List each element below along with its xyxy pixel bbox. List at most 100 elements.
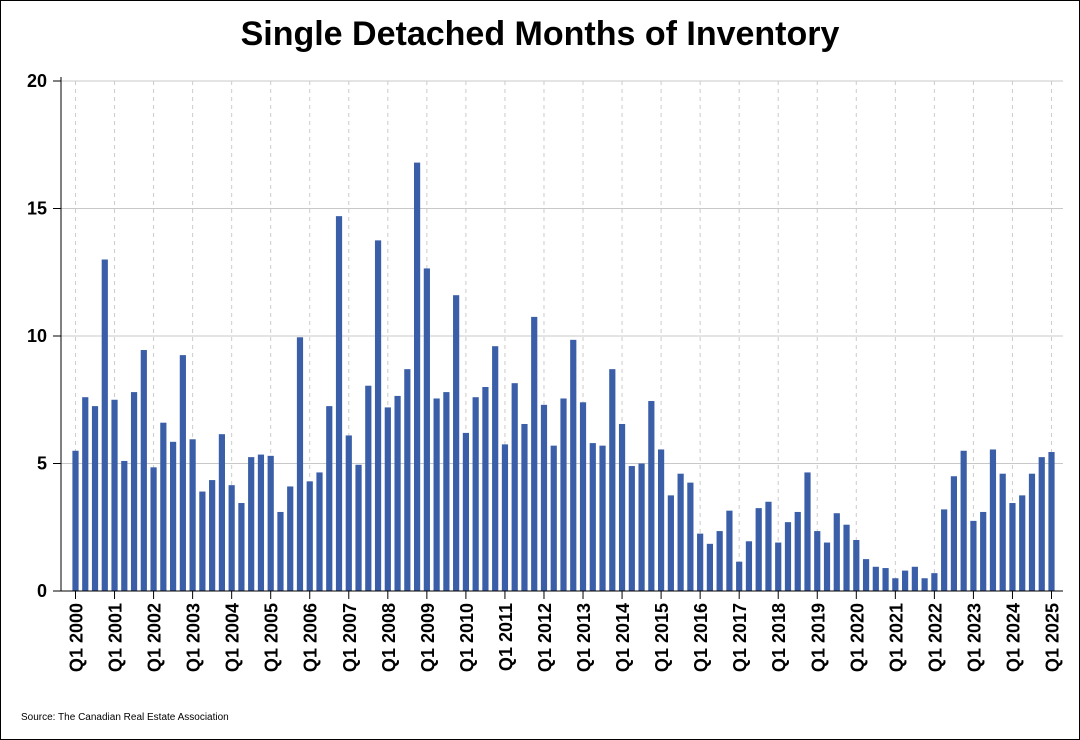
x-tick-label: Q1 2018: [769, 603, 789, 672]
x-tick-label: Q1 2003: [184, 603, 204, 672]
bar-q1-2023: [970, 520, 977, 591]
bar-q1-2022: [931, 573, 938, 591]
bar-q3-2018: [794, 511, 801, 591]
bar-q3-2009: [443, 392, 450, 591]
x-tick-label: Q1 2023: [964, 603, 984, 672]
bar-q1-2012: [540, 404, 548, 591]
x-tick-label: Q1 2014: [613, 603, 633, 672]
bar-q3-2005: [287, 486, 294, 591]
y-tick-label: 0: [37, 581, 47, 601]
bar-q2-2002: [160, 422, 167, 591]
bar-q2-2017: [745, 541, 753, 591]
x-tick-label: Q1 2007: [340, 603, 360, 672]
x-tick-label: Q1 2022: [925, 603, 945, 672]
bar-q2-2022: [941, 509, 948, 591]
x-tick-label: Q1 2021: [886, 603, 906, 672]
bar-q2-2014: [628, 466, 635, 591]
bar-q3-2012: [560, 398, 567, 591]
bar-q3-2020: [872, 566, 879, 591]
bar-q2-2008: [394, 395, 401, 591]
bar-q4-2024: [1038, 457, 1045, 591]
bar-q3-2017: [755, 508, 762, 591]
bar-q1-2017: [736, 561, 743, 591]
bar-q4-2001: [140, 350, 147, 591]
bar-q2-2021: [902, 570, 909, 591]
x-tick-label: Q1 2004: [223, 603, 243, 672]
bar-q1-2002: [150, 467, 157, 591]
bar-q2-2016: [706, 543, 713, 591]
x-tick-label: Q1 2020: [847, 603, 867, 672]
bar-q4-2023: [999, 473, 1006, 591]
bar-q4-2018: [804, 472, 811, 591]
bar-q3-2000: [91, 406, 99, 591]
bar-q1-2011: [501, 444, 509, 591]
source-note: Source: The Canadian Real Estate Associa…: [21, 712, 229, 723]
bar-q4-2010: [492, 346, 499, 591]
bar-q4-2005: [296, 337, 304, 591]
bar-q1-2001: [111, 399, 118, 591]
bar-q1-2015: [658, 449, 665, 591]
bar-q4-2011: [531, 316, 538, 591]
bar-q4-2007: [374, 240, 382, 591]
bar-q3-2008: [404, 369, 411, 591]
x-tick-label: Q1 2012: [535, 603, 555, 672]
bar-q2-2013: [589, 443, 596, 591]
bar-q2-2000: [82, 397, 89, 591]
bar-q4-2017: [765, 501, 772, 591]
bar-q3-2003: [209, 480, 216, 591]
x-tick-label: Q1 2013: [574, 603, 594, 672]
x-tick-label: Q1 2009: [418, 603, 438, 672]
bar-q3-2015: [677, 473, 684, 591]
x-tick-label: Q1 2024: [1003, 603, 1023, 672]
bar-q4-2006: [335, 216, 343, 591]
bar-q2-2010: [472, 397, 479, 591]
bar-q3-2001: [130, 392, 138, 591]
bar-q1-2025: [1048, 452, 1055, 591]
bar-q2-2012: [550, 445, 557, 591]
bar-q4-2002: [179, 355, 186, 591]
bar-q1-2009: [423, 268, 430, 591]
bar-q2-2015: [667, 495, 674, 591]
bar-q1-2019: [814, 531, 821, 591]
x-tick-label: Q1 2019: [808, 603, 828, 672]
bar-q1-2021: [892, 578, 899, 591]
bar-q1-2006: [306, 481, 313, 591]
bar-q1-2020: [853, 540, 860, 591]
bar-q4-2003: [218, 434, 225, 591]
x-tick-label: Q1 2016: [691, 603, 711, 672]
bars: [72, 162, 1055, 591]
x-tick-label: Q1 2002: [145, 603, 165, 672]
x-tick-label: Q1 2001: [106, 603, 126, 672]
bar-q2-2018: [784, 522, 792, 591]
bar-q4-2004: [257, 454, 265, 591]
bar-q1-2013: [579, 402, 587, 591]
bar-q3-2024: [1028, 473, 1036, 591]
y-tick-label: 10: [27, 326, 47, 346]
chart-title: Single Detached Months of Inventory: [240, 15, 840, 53]
y-tick-label: 20: [27, 71, 47, 91]
bar-q4-2008: [414, 162, 421, 591]
bar-q3-2011: [521, 423, 528, 591]
bar-q4-2019: [843, 524, 850, 591]
x-tick-label: Q1 2017: [730, 603, 750, 672]
bar-q2-2020: [862, 559, 870, 591]
bar-q4-2020: [882, 568, 889, 591]
bar-q3-2021: [911, 566, 918, 591]
x-tick-label: Q1 2025: [1043, 603, 1063, 672]
bar-q3-2010: [482, 387, 489, 591]
y-tick-label: 5: [37, 454, 47, 474]
bar-q1-2004: [228, 485, 235, 591]
bar-q4-2021: [921, 578, 928, 591]
axes: 0 5 10 15 20 Q1 2000 Q1 2001 Q1 2002 Q1 2003 Q1 2…: [27, 71, 1063, 672]
bar-q3-2002: [170, 441, 177, 591]
bar-q2-2023: [980, 511, 987, 591]
bar-q3-2016: [716, 531, 723, 591]
bar-q2-2005: [277, 511, 284, 591]
bar-q4-2016: [726, 510, 733, 591]
bar-q2-2019: [823, 542, 831, 591]
bar-q2-2003: [199, 491, 206, 591]
bar-q1-2003: [189, 439, 196, 591]
bar-q1-2008: [384, 407, 391, 591]
bar-q2-2011: [511, 383, 518, 591]
